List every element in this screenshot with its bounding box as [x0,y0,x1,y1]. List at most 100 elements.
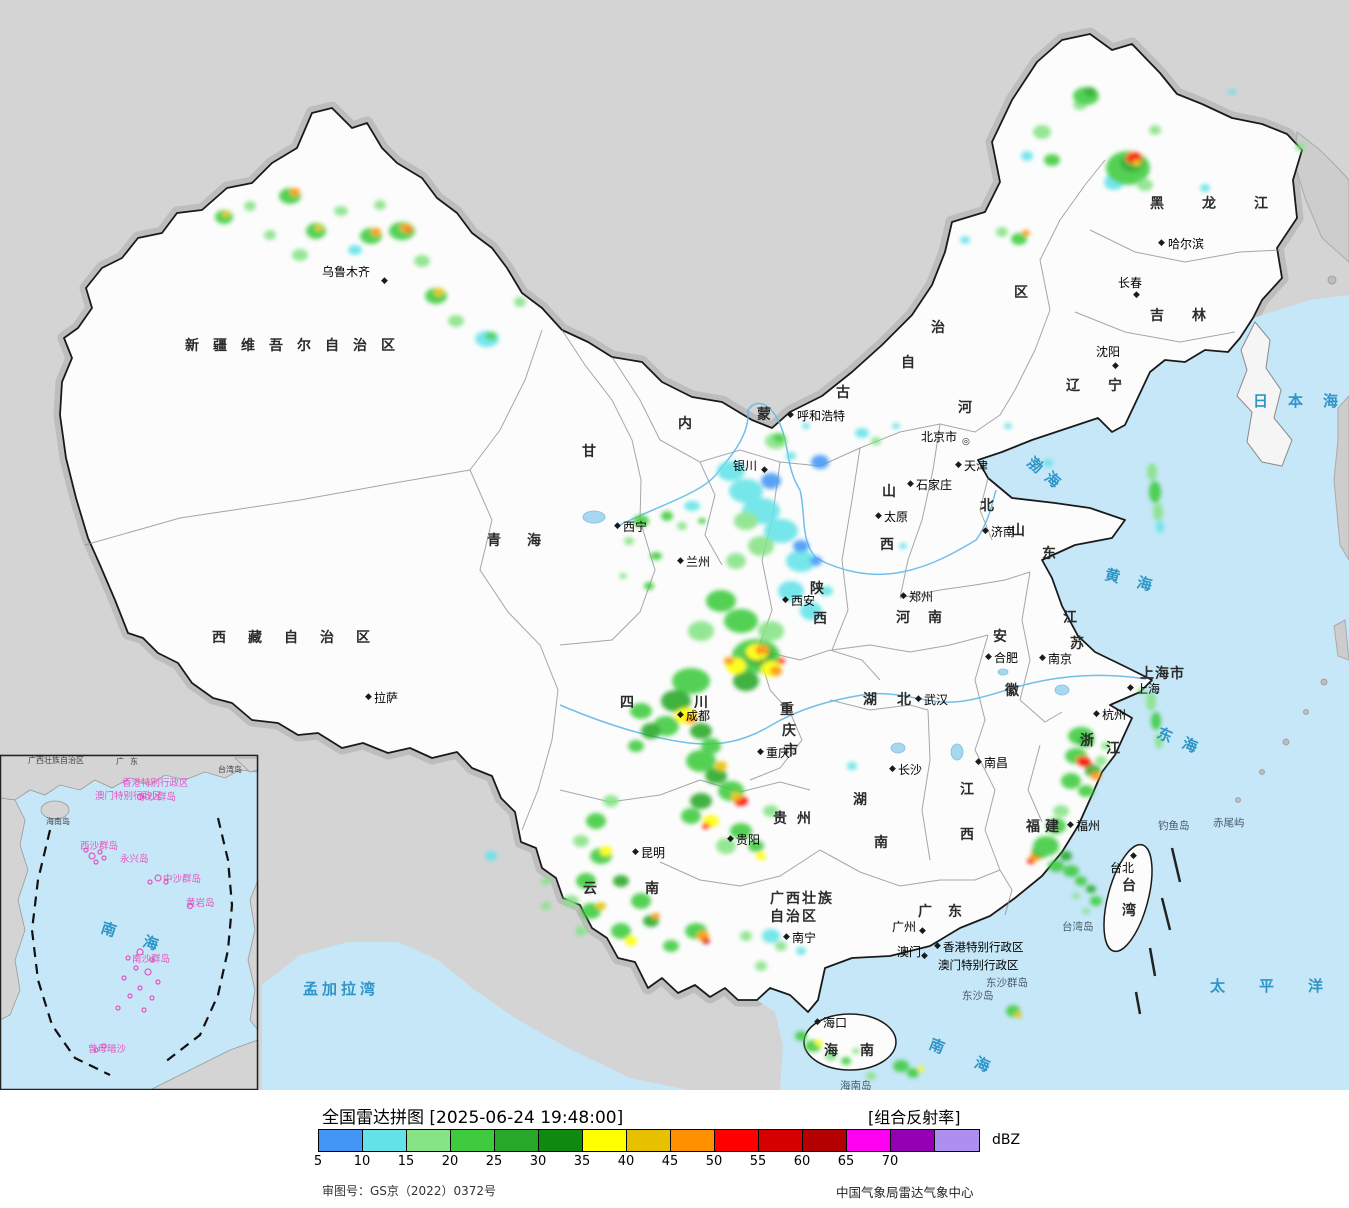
island-label: 东沙群岛 [986,976,1028,989]
province-label: 蒙 [757,406,771,423]
legend-swatch [539,1130,583,1151]
radar-echo [778,581,804,601]
city-marker: ◆ [761,465,768,475]
radar-echo [334,206,348,216]
radar-echo [1053,805,1069,817]
radar-echo [1156,521,1164,533]
province-label: 自治区 [770,908,818,925]
province-label: 湖北 [863,692,931,708]
radar-echo [1137,179,1153,191]
legend-swatch [715,1130,759,1151]
city-label: 北京市 [921,429,957,444]
city-marker: ◆ [919,926,926,936]
legend-value: 65 [837,1154,855,1169]
province-label: 江 [1063,609,1077,626]
radar-echo [374,200,386,210]
city-marker: ◆ [1093,709,1100,719]
radar-echo [1133,160,1141,166]
radar-echo [918,1066,924,1072]
legend-value: 55 [749,1154,767,1169]
city-label: 西宁 [623,519,647,534]
province-label: 徽 [1004,682,1020,699]
radar-echo [1043,459,1053,467]
radar-echo [630,703,652,719]
province-label: 东 [1042,545,1056,562]
province-label: 安 [993,628,1007,645]
province-label: 山 [882,484,896,500]
radar-echo [541,877,551,885]
radar-echo [684,501,700,511]
city-marker: ◆ [1067,820,1074,830]
radar-echo [1086,885,1096,893]
city-label: 重庆 [766,746,790,760]
city-label: 郑州 [909,589,933,604]
city-marker: ◆ [1039,653,1046,663]
island-label: 赤尾屿 [1213,817,1245,829]
radar-echo [1147,463,1157,481]
radar-echo [631,893,651,909]
province-label: 湖 [853,792,867,808]
radar-echo [724,609,758,633]
province-label: 黑龙江 [1150,195,1306,212]
legend-swatch [363,1130,407,1151]
city-marker: ◆ [787,410,794,420]
inset-island-label: 香港特别行政区 [122,777,189,789]
radar-echo [661,690,691,712]
ryukyu-islands [1235,275,1337,803]
city-label: 昆明 [641,846,665,860]
radar-echo [600,846,612,856]
province-label: 重 [780,701,794,718]
radar-echo [613,875,629,887]
city-label: 贵阳 [736,833,760,847]
radar-echo [406,229,412,233]
radar-echo [786,452,796,460]
city-label: 广州 [892,920,916,934]
radar-echo [793,540,809,552]
radar-echo [800,602,822,620]
island-label: 东沙岛 [962,989,994,1002]
legend-value: 20 [441,1154,459,1169]
province-label: 区 [1014,285,1028,301]
city-label: 银川 [733,459,757,473]
radar-echo [1101,742,1111,750]
radar-echo [581,903,601,919]
radar-echo [740,931,752,941]
city-marker: ◆ [915,694,922,704]
radar-echo [690,793,712,809]
radar-echo [1082,908,1090,914]
radar-echo [434,288,444,296]
radar-echo [899,543,907,549]
province-label: 海南 [824,1042,896,1059]
legend-swatch [847,1130,891,1151]
city-marker: ◆ [757,747,764,757]
city-marker: ◆ [934,941,941,951]
legend-value: 10 [353,1154,371,1169]
radar-echo [603,795,619,807]
sea-label: 日本海 [1253,392,1349,410]
radar-echo [611,923,631,939]
radar-echo [1078,735,1094,747]
radar-echo [724,657,734,665]
inset-island-label: 澳门特别行政区 [95,790,162,802]
legend-swatch [583,1130,627,1151]
radar-echo [892,423,900,429]
radar-echo [485,851,497,861]
radar-echo [1137,688,1145,694]
radar-echo [730,823,752,839]
radar-echo [573,835,589,847]
radar-echo [893,1060,909,1072]
city-marker: ◆ [365,692,372,702]
scale-values: 5 10 15 20 25 30 35 40 45 50 55 60 65 70 [0,1154,1349,1172]
inset-island-label: 东沙群岛 [138,791,176,803]
radar-echo [1046,818,1066,834]
island-label: 海南岛 [840,1079,872,1090]
legend-value: 40 [617,1154,635,1169]
radar-echo [734,512,758,530]
radar-echo [688,621,714,641]
radar-echo [306,223,326,239]
city-marker: ◆ [677,556,684,566]
city-label: 乌鲁木齐 [322,264,370,279]
city-label: 海口 [823,1015,847,1030]
region-annotation: 澳门特别行政区 [938,958,1019,972]
